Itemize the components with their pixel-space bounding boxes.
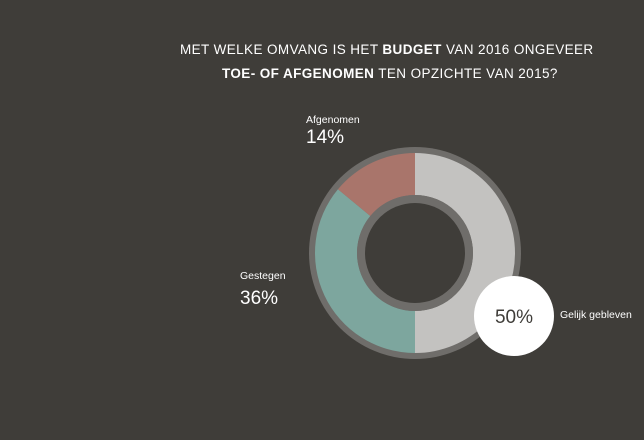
slice-afgenomen [337,153,415,217]
slice-label-gelijk: Gelijk gebleven [560,309,632,321]
slice-gestegen [314,189,415,353]
title-line-2: TOE- OF AFGENOMEN TEN OPZICHTE VAN 2015? [222,66,558,81]
chart-title: MET WELKE OMVANG IS HET BUDGET VAN 2016 … [0,38,644,86]
title-line-1: MET WELKE OMVANG IS HET BUDGET VAN 2016 … [180,42,594,57]
slice-value-gestegen: 36% [240,288,278,309]
callout-bubble [474,276,554,356]
slice-label-gestegen: Gestegen [240,270,286,282]
slice-value-afgenomen: 14% [306,127,344,148]
donut-center [365,203,465,303]
slice-label-afgenomen: Afgenomen [306,114,360,126]
slice-value-gelijk: 50% [495,307,533,328]
